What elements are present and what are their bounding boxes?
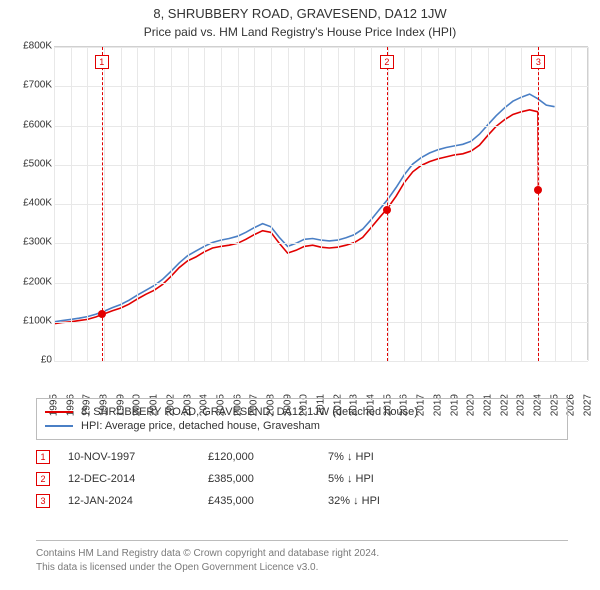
gridline-v (588, 47, 589, 361)
marker-label-box: 3 (531, 55, 545, 69)
gridline-v (71, 47, 72, 361)
gridline-v (154, 47, 155, 361)
plot-area: 1 2 3 (54, 46, 588, 360)
x-axis: 1995199619971998199920002001200220032004… (54, 364, 588, 400)
sale-row: 1 10-NOV-1997£120,0007% ↓ HPI (36, 446, 568, 468)
sale-row: 3 12-JAN-2024£435,00032% ↓ HPI (36, 490, 568, 512)
marker-dot (383, 206, 391, 214)
sale-marker-box: 2 (36, 472, 50, 486)
sale-price: £385,000 (208, 473, 328, 485)
sale-diff: 7% ↓ HPI (328, 451, 374, 463)
sale-marker-box: 1 (36, 450, 50, 464)
sales-list: 1 10-NOV-1997£120,0007% ↓ HPI 2 12-DEC-2014… (36, 446, 568, 512)
gridline-v (521, 47, 522, 361)
gridline-v (254, 47, 255, 361)
gridline-v (171, 47, 172, 361)
y-tick-label: £100K (23, 315, 52, 326)
y-tick-label: £300K (23, 237, 52, 248)
gridline-v (354, 47, 355, 361)
legend-swatch (45, 425, 73, 427)
attribution-line-1: Contains HM Land Registry data © Crown c… (36, 547, 568, 561)
chart-subtitle: Price paid vs. HM Land Registry's House … (0, 21, 600, 39)
sale-price: £120,000 (208, 451, 328, 463)
legend-label: HPI: Average price, detached house, Grav… (81, 420, 320, 432)
gridline-v (221, 47, 222, 361)
marker-vline (387, 47, 388, 361)
chart-title: 8, SHRUBBERY ROAD, GRAVESEND, DA12 1JW (0, 0, 600, 21)
gridline-v (455, 47, 456, 361)
gridline-v (271, 47, 272, 361)
sale-diff: 5% ↓ HPI (328, 473, 374, 485)
gridline-v (571, 47, 572, 361)
sale-diff: 32% ↓ HPI (328, 495, 380, 507)
sale-marker-box: 3 (36, 494, 50, 508)
y-tick-label: £800K (23, 41, 52, 52)
y-tick-label: £0 (41, 355, 52, 366)
gridline-v (555, 47, 556, 361)
legend-swatch (45, 411, 73, 413)
y-axis: £0£100K£200K£300K£400K£500K£600K£700K£80… (8, 46, 54, 360)
gridline-h (54, 361, 588, 362)
sale-date: 12-DEC-2014 (68, 473, 208, 485)
y-tick-label: £200K (23, 276, 52, 287)
gridline-v (238, 47, 239, 361)
gridline-v (338, 47, 339, 361)
chart-area: £0£100K£200K£300K£400K£500K£600K£700K£80… (8, 46, 592, 400)
gridline-v (87, 47, 88, 361)
gridline-v (204, 47, 205, 361)
attribution-line-2: This data is licensed under the Open Gov… (36, 561, 568, 575)
attribution: Contains HM Land Registry data © Crown c… (36, 540, 568, 574)
gridline-v (188, 47, 189, 361)
gridline-v (404, 47, 405, 361)
y-tick-label: £600K (23, 119, 52, 130)
gridline-v (288, 47, 289, 361)
marker-dot (98, 310, 106, 318)
sale-date: 10-NOV-1997 (68, 451, 208, 463)
y-tick-label: £700K (23, 80, 52, 91)
gridline-v (471, 47, 472, 361)
gridline-v (438, 47, 439, 361)
marker-dot (534, 186, 542, 194)
legend: 8, SHRUBBERY ROAD, GRAVESEND, DA12 1JW (… (36, 398, 568, 440)
y-tick-label: £400K (23, 198, 52, 209)
marker-vline (538, 47, 539, 361)
legend-item: 8, SHRUBBERY ROAD, GRAVESEND, DA12 1JW (… (45, 405, 559, 419)
marker-label-box: 2 (380, 55, 394, 69)
x-tick-label: 2027 (583, 394, 594, 416)
gridline-v (505, 47, 506, 361)
legend-label: 8, SHRUBBERY ROAD, GRAVESEND, DA12 1JW (… (81, 406, 418, 418)
gridline-v (137, 47, 138, 361)
legend-item: HPI: Average price, detached house, Grav… (45, 419, 559, 433)
sale-date: 12-JAN-2024 (68, 495, 208, 507)
sale-row: 2 12-DEC-2014£385,0005% ↓ HPI (36, 468, 568, 490)
gridline-v (304, 47, 305, 361)
series-price_paid (54, 110, 538, 324)
gridline-v (121, 47, 122, 361)
y-tick-label: £500K (23, 158, 52, 169)
gridline-v (371, 47, 372, 361)
gridline-v (321, 47, 322, 361)
sale-price: £435,000 (208, 495, 328, 507)
gridline-v (421, 47, 422, 361)
gridline-v (488, 47, 489, 361)
marker-label-box: 1 (95, 55, 109, 69)
gridline-v (54, 47, 55, 361)
